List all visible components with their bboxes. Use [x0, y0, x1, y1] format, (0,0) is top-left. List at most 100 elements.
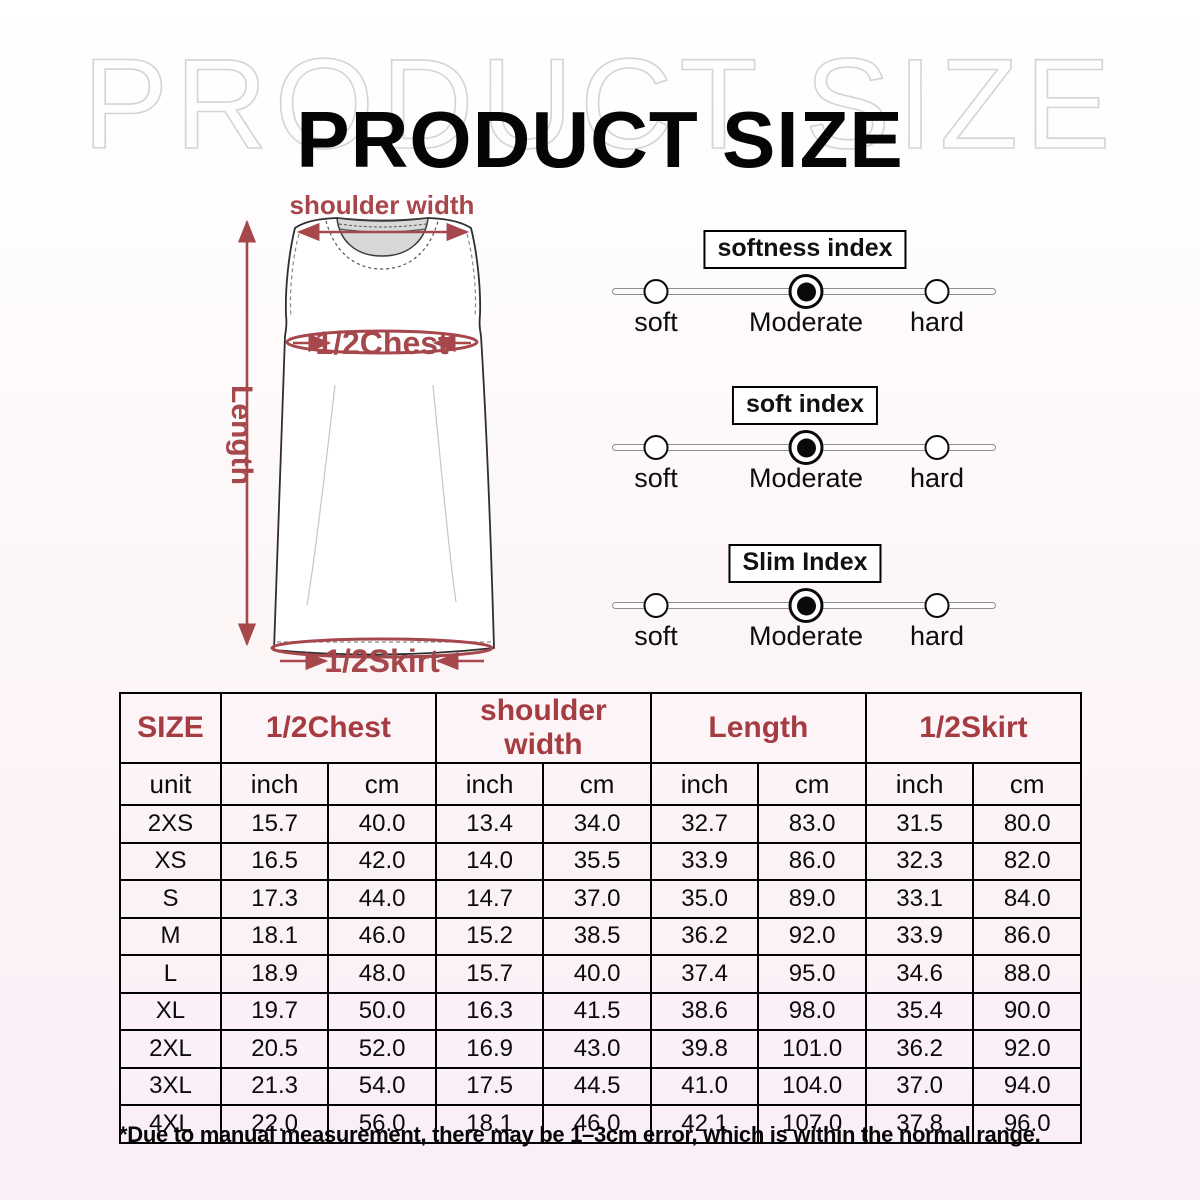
slim-knob-moderate-selected: [788, 588, 824, 623]
size-cell: 2XL: [119, 1029, 222, 1069]
value-cell: 82.0: [972, 841, 1082, 881]
value-cell: 38.5: [542, 916, 652, 956]
slider-group-softness-index: softness index soft Moderate hard: [600, 228, 1010, 348]
soft-index-title-box: soft index: [731, 386, 879, 425]
value-cell: 107.0: [757, 1104, 867, 1144]
value-cell: 52.0: [327, 1029, 437, 1069]
table-row: S 17.3 44.0 14.7 37.0 35.0 89.0 33.1 84.…: [119, 879, 1082, 919]
value-cell: 41.5: [542, 991, 652, 1031]
table-row: 4XL 22.0 56.0 18.1 46.0 42.1 107.0 37.8 …: [119, 1104, 1082, 1144]
softness-knob-hard: [924, 279, 950, 304]
value-cell: 18.1: [219, 916, 330, 956]
slim-knob-soft: [643, 593, 669, 618]
value-cell: 46.0: [327, 916, 437, 956]
skirt-ellipse: [270, 637, 494, 659]
value-cell: 15.7: [219, 804, 330, 844]
soft-knob-hard: [924, 435, 950, 460]
page-title: PRODUCT SIZE: [296, 95, 904, 184]
value-cell: 83.0: [757, 804, 867, 844]
value-cell: 20.5: [219, 1029, 330, 1069]
value-cell: 33.9: [649, 841, 760, 881]
value-cell: 33.1: [864, 879, 975, 919]
value-cell: 95.0: [757, 954, 867, 994]
neckline-front-dash: [325, 220, 439, 270]
value-cell: 14.0: [434, 841, 545, 881]
value-cell: 34.0: [542, 804, 652, 844]
half-chest-label: 1/2Chest: [315, 325, 449, 361]
value-cell: 94.0: [972, 1066, 1082, 1106]
value-cell: 37.8: [864, 1104, 975, 1144]
size-cell: M: [119, 916, 222, 956]
value-cell: 37.4: [649, 954, 760, 994]
unit-cell: inch: [219, 762, 330, 806]
value-cell: 17.3: [219, 879, 330, 919]
soft-label-soft: soft: [634, 463, 678, 493]
value-cell: 17.5: [434, 1066, 545, 1106]
softness-knob-soft: [643, 279, 669, 304]
table-header-length: Length: [649, 692, 867, 764]
value-cell: 15.2: [434, 916, 545, 956]
value-cell: 37.0: [542, 879, 652, 919]
measurement-footnote: *Due to manual measurement, there may be…: [119, 1122, 1041, 1147]
softness-knob-moderate-selected: [788, 274, 824, 309]
chest-ellipse: [285, 329, 479, 355]
value-cell: 50.0: [327, 991, 437, 1031]
value-cell: 90.0: [972, 991, 1082, 1031]
table-header-half-chest: 1/2Chest: [219, 692, 437, 764]
table-row: XL 19.7 50.0 16.3 41.5 38.6 98.0 35.4 90…: [119, 991, 1082, 1031]
watermark-title: PRODUCT SIZE: [82, 32, 1118, 177]
value-cell: 35.0: [649, 879, 760, 919]
unit-cell: inch: [434, 762, 545, 806]
watermark-text: PRODUCT SIZE: [83, 33, 1118, 176]
value-cell: 32.7: [649, 804, 760, 844]
soft-knob-soft: [643, 435, 669, 460]
value-cell: 80.0: [972, 804, 1082, 844]
value-cell: 36.2: [864, 1029, 975, 1069]
value-cell: 44.0: [327, 879, 437, 919]
value-cell: 36.2: [649, 916, 760, 956]
table-row: L 18.9 48.0 15.7 40.0 37.4 95.0 34.6 88.…: [119, 954, 1082, 994]
value-cell: 13.4: [434, 804, 545, 844]
slim-knob-hard: [924, 593, 950, 618]
size-table: SIZE 1/2Chest shoulder width Length 1/2S…: [119, 692, 1083, 1144]
value-cell: 18.9: [219, 954, 330, 994]
value-cell: 54.0: [327, 1066, 437, 1106]
value-cell: 15.7: [434, 954, 545, 994]
value-cell: 86.0: [757, 841, 867, 881]
slim-label-soft: soft: [634, 621, 678, 651]
value-cell: 88.0: [972, 954, 1082, 994]
size-cell: L: [119, 954, 222, 994]
table-row: 2XS 15.7 40.0 13.4 34.0 32.7 83.0 31.5 8…: [119, 804, 1082, 844]
value-cell: 19.7: [219, 991, 330, 1031]
unit-cell: cm: [327, 762, 437, 806]
unit-cell: inch: [649, 762, 760, 806]
size-cell: XS: [119, 841, 222, 881]
value-cell: 42.0: [327, 841, 437, 881]
value-cell: 33.9: [864, 916, 975, 956]
value-cell: 101.0: [757, 1029, 867, 1069]
slim-label-hard: hard: [909, 621, 965, 651]
table-header-size: SIZE: [119, 692, 222, 764]
value-cell: 92.0: [972, 1029, 1082, 1069]
table-row: 2XL 20.5 52.0 16.9 43.0 39.8 101.0 36.2 …: [119, 1029, 1082, 1069]
size-cell: 4XL: [119, 1104, 222, 1144]
softness-label-hard: hard: [909, 307, 965, 337]
value-cell: 43.0: [542, 1029, 652, 1069]
softness-label-moderate: Moderate: [748, 307, 864, 337]
skirt-fold-line-left: [306, 384, 336, 606]
dress-measurement-diagram: shoulder width 1/2Chest Length 1/2Skirt: [225, 190, 495, 679]
table-header-half-skirt: 1/2Skirt: [864, 692, 1083, 764]
value-cell: 38.6: [649, 991, 760, 1031]
value-cell: 40.0: [542, 954, 652, 994]
dress-outline: [273, 217, 495, 656]
unit-cell: inch: [864, 762, 975, 806]
value-cell: 56.0: [327, 1104, 437, 1144]
value-cell: 16.3: [434, 991, 545, 1031]
value-cell: 18.1: [434, 1104, 545, 1144]
value-cell: 31.5: [864, 804, 975, 844]
half-skirt-label: 1/2Skirt: [324, 643, 440, 679]
value-cell: 44.5: [542, 1066, 652, 1106]
size-cell: 2XS: [119, 804, 222, 844]
size-cell: S: [119, 879, 222, 919]
table-unit-row: unit inch cm inch cm inch cm inch cm: [119, 762, 1082, 806]
